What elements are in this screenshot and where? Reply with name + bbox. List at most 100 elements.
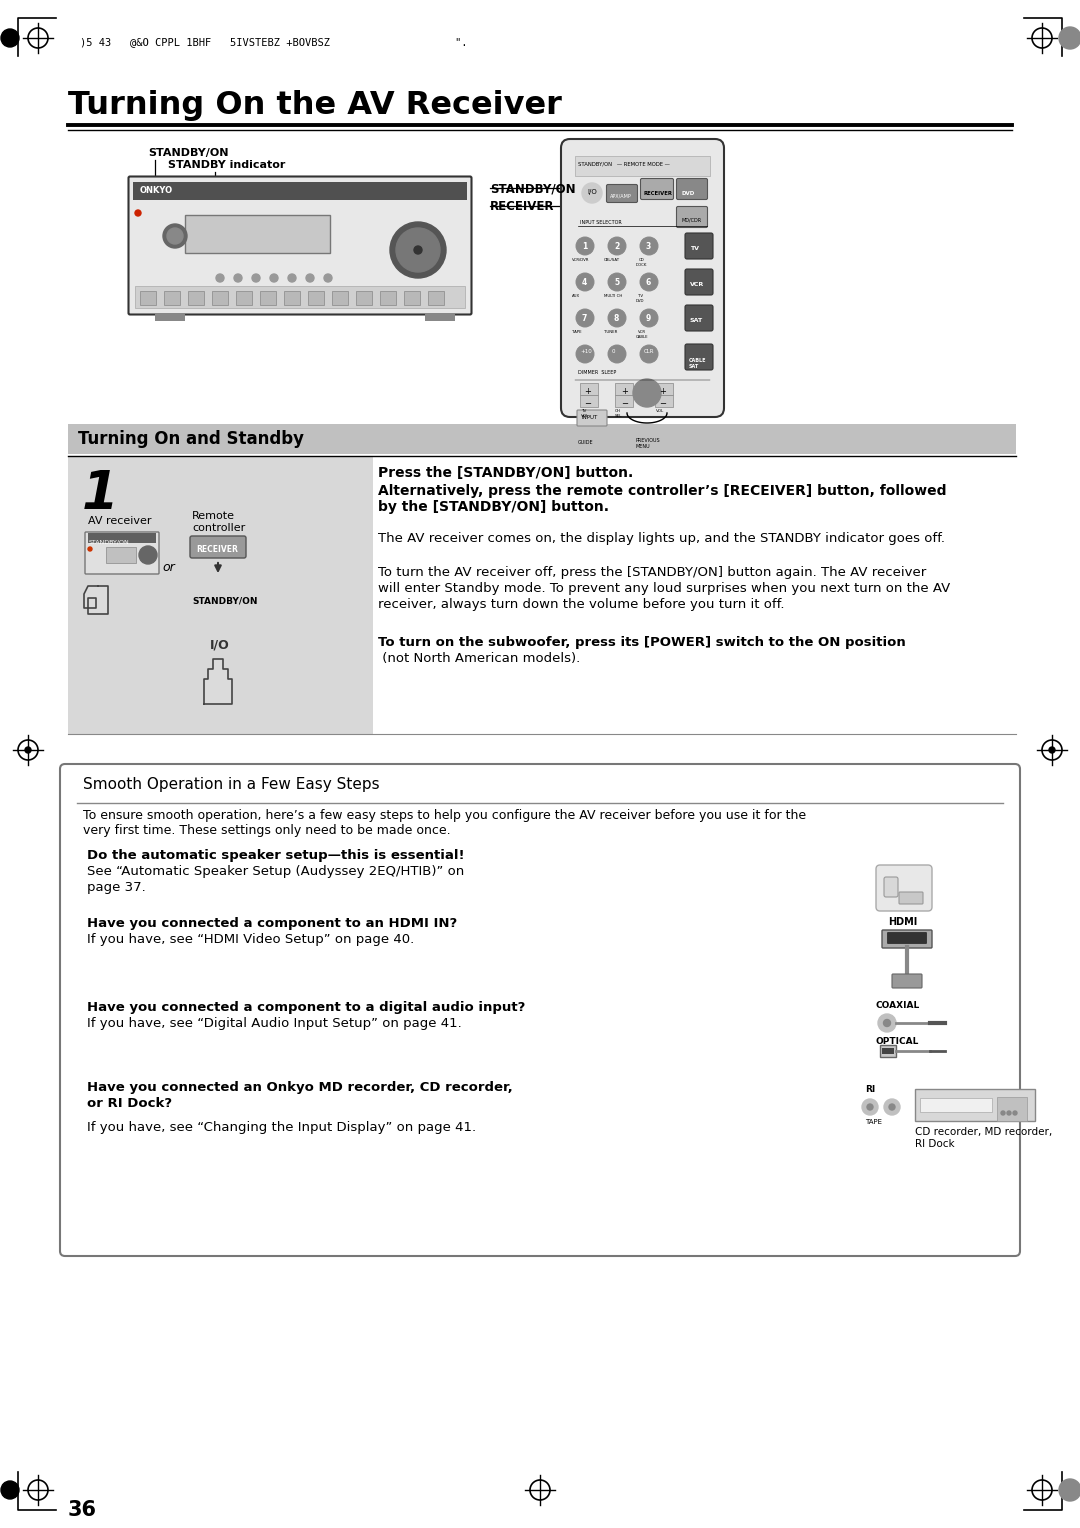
Text: 3: 3 — [646, 241, 651, 251]
Text: CBL/SAT: CBL/SAT — [604, 258, 620, 261]
Circle shape — [576, 274, 594, 290]
Text: Press the [STANDBY/ON] button.: Press the [STANDBY/ON] button. — [378, 466, 633, 480]
Circle shape — [139, 545, 157, 564]
FancyBboxPatch shape — [60, 764, 1020, 1256]
Circle shape — [582, 183, 602, 203]
Bar — [882, 1048, 894, 1054]
Text: To turn on the subwoofer, press its [POWER] switch to the ON position: To turn on the subwoofer, press its [POW… — [378, 636, 906, 649]
Bar — [237, 290, 252, 306]
Text: by the [STANDBY/ON] button.: by the [STANDBY/ON] button. — [378, 500, 609, 513]
Circle shape — [889, 1105, 895, 1109]
Bar — [140, 290, 156, 306]
Text: RECEIVER: RECEIVER — [195, 545, 238, 555]
Text: Turning On and Standby: Turning On and Standby — [78, 429, 303, 448]
Text: will enter Standby mode. To prevent any loud surprises when you next turn on the: will enter Standby mode. To prevent any … — [378, 582, 950, 594]
Circle shape — [390, 222, 446, 278]
Circle shape — [1007, 1111, 1011, 1115]
Bar — [915, 1089, 1035, 1122]
FancyBboxPatch shape — [899, 892, 923, 905]
Bar — [68, 455, 373, 733]
Text: −: − — [659, 399, 666, 408]
Text: 6: 6 — [646, 278, 651, 287]
Text: Have you connected a component to a digital audio input?: Have you connected a component to a digi… — [87, 1001, 525, 1015]
Text: DIMMER  SLEEP: DIMMER SLEEP — [578, 370, 617, 374]
Text: −: − — [584, 399, 591, 408]
Bar — [615, 384, 633, 396]
Circle shape — [1, 29, 19, 47]
Text: STANDBY/ON: STANDBY/ON — [490, 182, 576, 196]
Text: TV: TV — [690, 246, 699, 251]
FancyBboxPatch shape — [129, 177, 472, 315]
Circle shape — [396, 228, 440, 272]
Text: very first time. These settings only need to be made once.: very first time. These settings only nee… — [83, 824, 450, 837]
Bar — [428, 290, 444, 306]
Circle shape — [576, 345, 594, 364]
Text: SAT: SAT — [690, 318, 703, 322]
Text: STANDBY/ON   — REMOTE MODE —: STANDBY/ON — REMOTE MODE — — [578, 162, 670, 167]
Circle shape — [576, 309, 594, 327]
FancyBboxPatch shape — [561, 139, 724, 417]
Text: CD
DOCK: CD DOCK — [636, 258, 647, 266]
Bar — [997, 1097, 1027, 1122]
Polygon shape — [204, 659, 232, 704]
Text: 1: 1 — [82, 468, 119, 520]
Text: STANDBY/ON: STANDBY/ON — [148, 148, 229, 157]
FancyBboxPatch shape — [640, 179, 674, 200]
Text: +: + — [621, 387, 627, 396]
Circle shape — [87, 547, 92, 552]
Circle shape — [1059, 1479, 1080, 1500]
Circle shape — [1013, 1111, 1017, 1115]
Bar — [106, 547, 136, 562]
FancyBboxPatch shape — [685, 344, 713, 370]
FancyBboxPatch shape — [676, 179, 707, 200]
Text: 4: 4 — [582, 278, 588, 287]
Text: STANDBY/ON: STANDBY/ON — [192, 596, 257, 605]
Text: See “Automatic Speaker Setup (Audyssey 2EQ/HTIB)” on: See “Automatic Speaker Setup (Audyssey 2… — [87, 865, 464, 879]
Bar — [356, 290, 372, 306]
Text: or RI Dock?: or RI Dock? — [87, 1097, 172, 1109]
Text: Have you connected an Onkyo MD recorder, CD recorder,: Have you connected an Onkyo MD recorder,… — [87, 1080, 513, 1094]
Circle shape — [324, 274, 332, 283]
Bar — [380, 290, 396, 306]
Text: CH
SEL: CH SEL — [615, 410, 622, 417]
Text: TV
DVD: TV DVD — [636, 293, 645, 303]
Text: If you have, see “HDMI Video Setup” on page 40.: If you have, see “HDMI Video Setup” on p… — [87, 934, 415, 946]
Text: (not North American models).: (not North American models). — [378, 652, 580, 665]
Bar — [880, 1045, 896, 1057]
Text: 5: 5 — [615, 278, 619, 287]
FancyBboxPatch shape — [190, 536, 246, 558]
Circle shape — [234, 274, 242, 283]
Text: Remote: Remote — [192, 510, 235, 521]
Bar — [332, 290, 348, 306]
Text: Do the automatic speaker setup—this is essential!: Do the automatic speaker setup—this is e… — [87, 850, 464, 862]
Text: RECEIVER: RECEIVER — [644, 191, 673, 196]
Circle shape — [1059, 28, 1080, 49]
Circle shape — [270, 274, 278, 283]
Text: Turning On the AV Receiver: Turning On the AV Receiver — [68, 90, 562, 121]
Text: Have you connected a component to an HDMI IN?: Have you connected a component to an HDM… — [87, 917, 457, 931]
Text: STANDBY indicator: STANDBY indicator — [168, 160, 285, 170]
Text: INPUT: INPUT — [581, 416, 597, 420]
Bar — [404, 290, 420, 306]
Bar — [284, 290, 300, 306]
Text: CD recorder, MD recorder,
RI Dock: CD recorder, MD recorder, RI Dock — [915, 1128, 1052, 1149]
Bar — [164, 290, 180, 306]
Text: Alternatively, press the remote controller’s [RECEIVER] button, followed: Alternatively, press the remote controll… — [378, 484, 946, 498]
FancyBboxPatch shape — [685, 269, 713, 295]
Circle shape — [640, 309, 658, 327]
Circle shape — [25, 747, 31, 753]
Polygon shape — [84, 587, 108, 614]
Circle shape — [163, 225, 187, 248]
Text: Smooth Operation in a Few Easy Steps: Smooth Operation in a Few Easy Steps — [83, 778, 380, 792]
Text: CLR: CLR — [644, 348, 654, 354]
Bar — [185, 215, 330, 254]
Text: To ensure smooth operation, here’s a few easy steps to help you configure the AV: To ensure smooth operation, here’s a few… — [83, 808, 806, 822]
Text: AUX: AUX — [572, 293, 580, 298]
Text: VCR/DVR: VCR/DVR — [572, 258, 590, 261]
Bar — [580, 396, 598, 406]
Circle shape — [885, 1099, 900, 1115]
Text: VCR: VCR — [690, 283, 704, 287]
Text: TAPE: TAPE — [865, 1118, 882, 1125]
Circle shape — [1049, 747, 1055, 753]
Circle shape — [306, 274, 314, 283]
